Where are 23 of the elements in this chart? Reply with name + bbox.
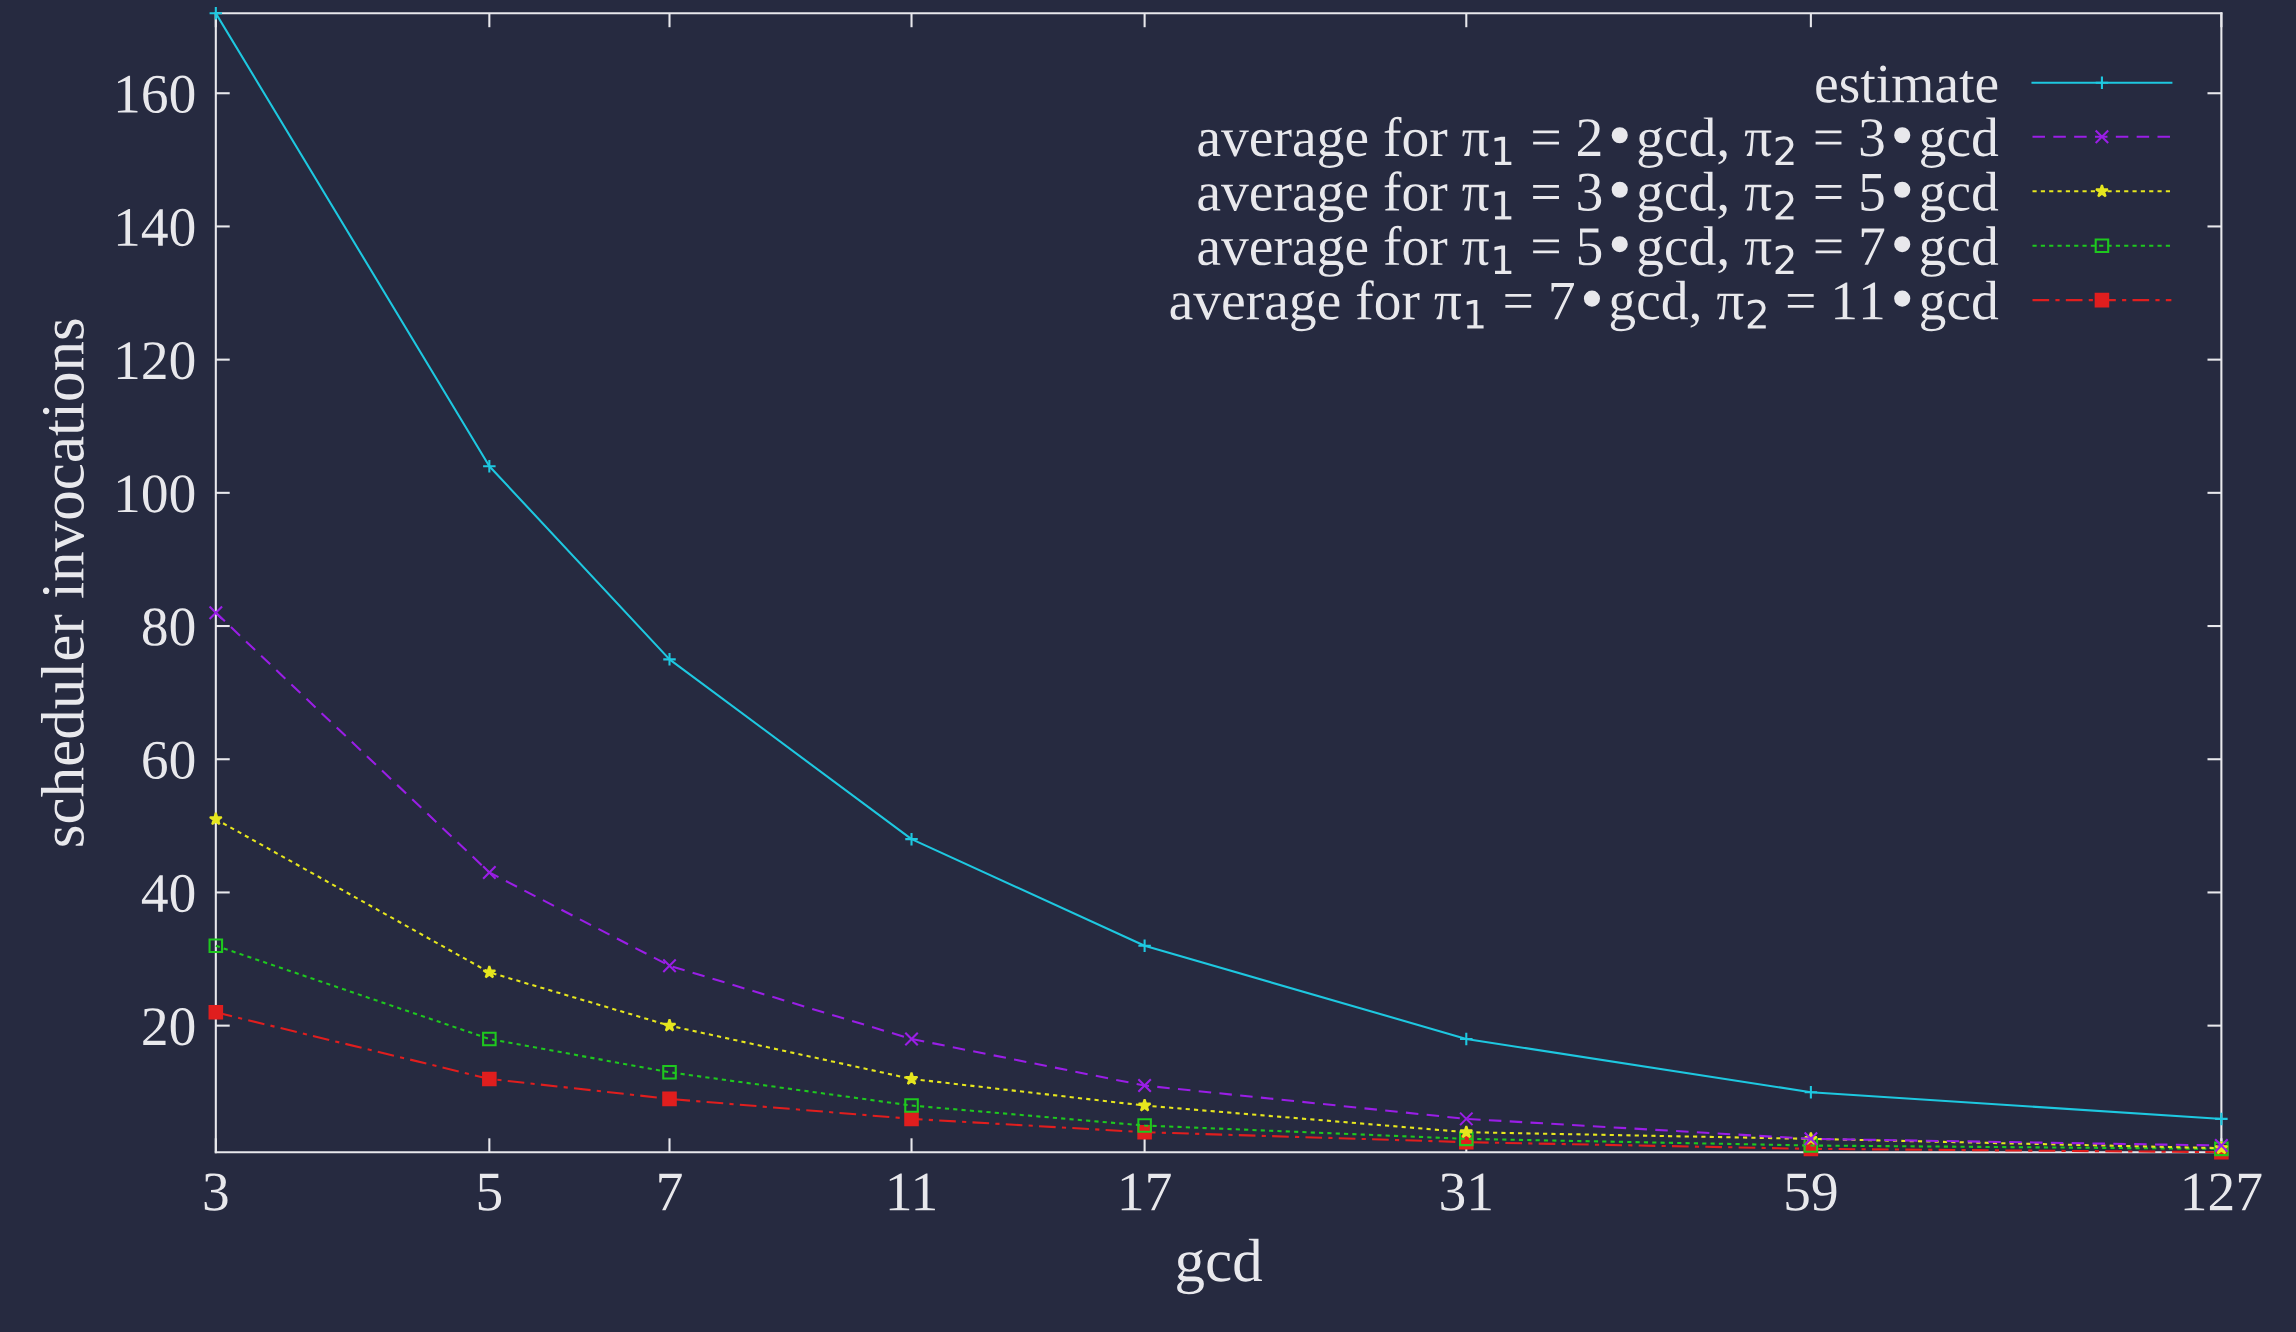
legend-label: average for π$_{1}$ = 5•gcd, π$_{2}$ = 7•gcd	[1198, 225, 1999, 277]
x-tick-label: 59	[1786, 1173, 1837, 1211]
y-tick-label: 100	[117, 475, 195, 513]
x-tick-label: 5	[478, 1173, 502, 1211]
legend-label: estimate	[1816, 65, 1998, 103]
y-tick-label: 40	[141, 874, 195, 913]
x-axis-title: gcd	[1177, 1238, 1262, 1295]
y-axis-title: scheduler invocations	[40, 319, 84, 846]
x-tick-label: 127	[2184, 1173, 2262, 1211]
y-tick-label: 60	[143, 741, 195, 780]
x-tick-label: 11	[889, 1173, 935, 1211]
y-tick-label: 80	[142, 608, 195, 646]
y-tick-label: 160	[117, 75, 195, 114]
legend-label: average for π$_{1}$ = 3•gcd, π$_{2}$ = 5•gcd	[1198, 171, 1999, 223]
x-tick-label: 17	[1121, 1173, 1171, 1211]
y-tick-label: 140	[117, 208, 195, 247]
x-tick-label: 3	[204, 1173, 228, 1211]
x-tick-label: 7	[659, 1173, 682, 1211]
y-tick-label: 120	[117, 341, 195, 380]
x-tick-label: 31	[1441, 1173, 1491, 1211]
legend-label: average for π$_{1}$ = 2•gcd, π$_{2}$ = 3•gcd	[1198, 116, 1999, 168]
y-tick-label: 20	[143, 1007, 195, 1046]
legend-label: average for π$_{1}$ = 7•gcd, π$_{2}$ = 11•gcd	[1170, 280, 1999, 332]
